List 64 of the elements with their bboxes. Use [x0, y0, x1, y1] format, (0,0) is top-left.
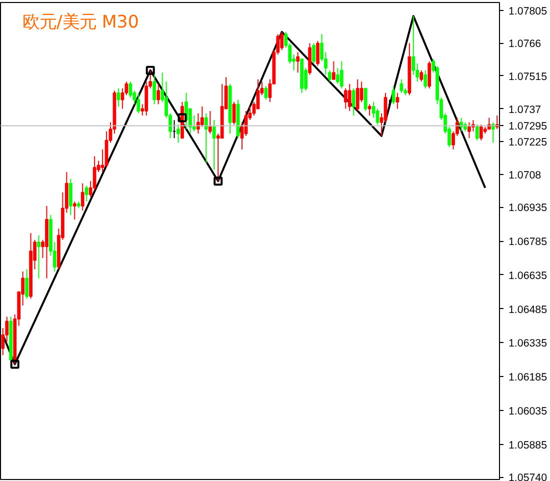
y-tick-label: 1.0708	[508, 169, 542, 182]
candlestick	[424, 70, 428, 89]
candlestick	[392, 86, 396, 105]
y-tick-label: 1.06185	[508, 372, 548, 384]
candlestick	[364, 88, 368, 112]
candlestick	[208, 110, 212, 134]
y-tick-label: 1.05885	[508, 439, 548, 452]
y-tick-label: 1.07805	[508, 5, 548, 18]
candlestick	[204, 112, 208, 164]
candlestick	[332, 60, 336, 80]
y-tick-label: 1.05740	[508, 472, 548, 481]
y-tick-label: 1.06035	[508, 406, 548, 418]
y-tick-label: 1.06485	[508, 304, 548, 316]
candlestick	[280, 31, 284, 50]
candlestick	[25, 268, 28, 300]
y-tick-label: 1.07515	[508, 70, 548, 83]
y-tick-label: 1.06335	[508, 338, 548, 350]
candlestick	[348, 83, 352, 112]
candlestick	[152, 74, 156, 105]
candlestick	[428, 60, 432, 89]
point	[178, 113, 187, 122]
ref-line-label: 1.07295	[508, 120, 548, 133]
candlestick	[124, 81, 128, 96]
candlestick	[296, 52, 300, 74]
candlestick	[396, 92, 400, 110]
candlestick	[264, 86, 268, 100]
candlestick	[352, 88, 356, 116]
y-tick-label: 1.06785	[508, 236, 548, 248]
candlestick	[356, 78, 360, 112]
candlestick	[340, 60, 344, 89]
y-tick-label: 1.0766	[508, 38, 542, 50]
candlestick	[479, 124, 483, 141]
candlestick	[92, 156, 96, 191]
y-tick-label: 1.0737	[508, 104, 542, 116]
candlestick	[37, 234, 40, 279]
candlestick	[200, 106, 204, 128]
candlestick	[68, 178, 72, 216]
candlestick	[344, 88, 348, 110]
candlestick	[128, 81, 132, 98]
y-tick-label: 1.06935	[508, 202, 548, 214]
y-tick-label: 1.07225	[508, 136, 548, 149]
candlestick	[136, 92, 140, 114]
candlestick	[376, 108, 380, 126]
y-tick-label: 1.06635	[508, 270, 548, 282]
candlestick	[336, 68, 340, 84]
candlestick	[212, 120, 216, 170]
candlestick	[176, 124, 180, 144]
candlestick	[80, 182, 84, 211]
point	[146, 66, 155, 75]
candlestick	[316, 40, 320, 66]
point	[214, 176, 223, 186]
candlestick	[475, 124, 479, 141]
candlestick	[72, 200, 76, 220]
candlestick	[420, 70, 424, 82]
candlestick	[232, 101, 236, 126]
candlestick	[328, 70, 332, 82]
candlestick	[312, 42, 316, 64]
candlestick	[156, 83, 160, 105]
candlestick	[412, 16, 416, 76]
candlestick	[84, 185, 88, 202]
text: 欧元/美元 M30	[22, 12, 139, 32]
point	[10, 360, 20, 369]
candlestick	[368, 104, 372, 116]
candlestick	[468, 122, 471, 139]
